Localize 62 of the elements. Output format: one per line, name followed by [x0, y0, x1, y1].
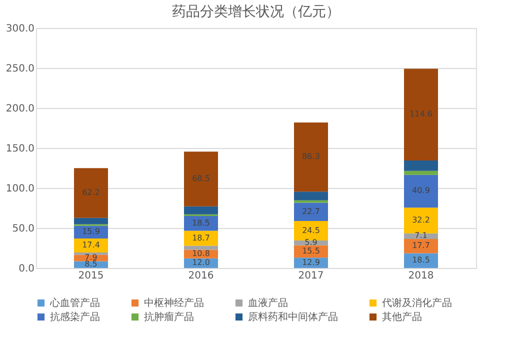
legend-label: 血液产品: [248, 297, 288, 309]
y-tick-label: 300.0: [6, 24, 34, 34]
bar: [404, 208, 438, 234]
y-tick-label: 100.0: [6, 184, 34, 194]
data-label: 8.5: [84, 260, 98, 269]
bar: [184, 230, 218, 246]
data-label: 86.3: [302, 152, 320, 162]
y-tick-label: 250.0: [6, 64, 34, 74]
data-label: 18.7: [192, 233, 210, 242]
bar: [184, 206, 218, 214]
legend-label: 抗感染产品: [50, 311, 100, 323]
x-tick-label: 2016: [188, 270, 214, 282]
legend-label: 代谢及消化产品: [381, 297, 452, 309]
bar: [294, 200, 328, 203]
data-label: 114.6: [410, 110, 432, 119]
data-label: 18.5: [192, 218, 210, 228]
data-label: 10.8: [192, 249, 210, 258]
bar: [294, 122, 328, 192]
x-tick-label: 2015: [78, 270, 104, 282]
bar: [74, 238, 108, 252]
bar: [404, 160, 438, 171]
bar: [74, 218, 108, 224]
data-label: 15.5: [302, 246, 320, 256]
bar: [184, 246, 218, 250]
bar: [74, 252, 108, 255]
data-label: 24.5: [302, 226, 320, 235]
x-tick-label: 2017: [298, 270, 324, 282]
legend-label: 原料药和中间体产品: [248, 311, 338, 323]
data-label: 7.1: [414, 231, 428, 240]
legend-label: 心血管产品: [49, 297, 100, 309]
bar: [404, 239, 438, 254]
data-label: 17.4: [82, 240, 100, 250]
x-tick-label: 2018: [408, 270, 434, 282]
y-tick-label: 50.0: [12, 224, 34, 234]
y-tick-label: 0.0: [18, 264, 34, 274]
bar: [404, 253, 438, 268]
y-tick-label: 150.0: [6, 144, 34, 154]
data-label: 22.7: [302, 206, 320, 216]
bar: [294, 192, 328, 200]
bar: [184, 216, 218, 231]
data-label: 17.7: [412, 241, 430, 250]
data-label: 32.2: [412, 215, 430, 224]
legend-label: 抗肿瘤产品: [144, 311, 194, 323]
bar: [294, 202, 328, 221]
data-label: 12.9: [302, 258, 320, 267]
data-label: 5.9: [304, 238, 318, 247]
data-label: 12.0: [192, 258, 210, 268]
legend-label: 中枢神经产品: [144, 297, 204, 309]
y-tick-label: 200.0: [6, 104, 34, 114]
bar: [404, 68, 438, 160]
data-label: 18.5: [412, 256, 430, 265]
chart-title: 药品分类增长状况（亿元）: [172, 4, 340, 20]
bar: [404, 170, 438, 175]
data-label: 62.2: [82, 188, 100, 197]
bar: [404, 174, 438, 208]
bar: [294, 220, 328, 241]
legend-label: 其他产品: [382, 311, 422, 323]
data-label: 68.5: [192, 174, 210, 183]
data-label: 15.9: [82, 227, 100, 236]
bar: [184, 152, 218, 206]
data-label: 40.9: [412, 186, 430, 196]
bar: [74, 168, 108, 218]
